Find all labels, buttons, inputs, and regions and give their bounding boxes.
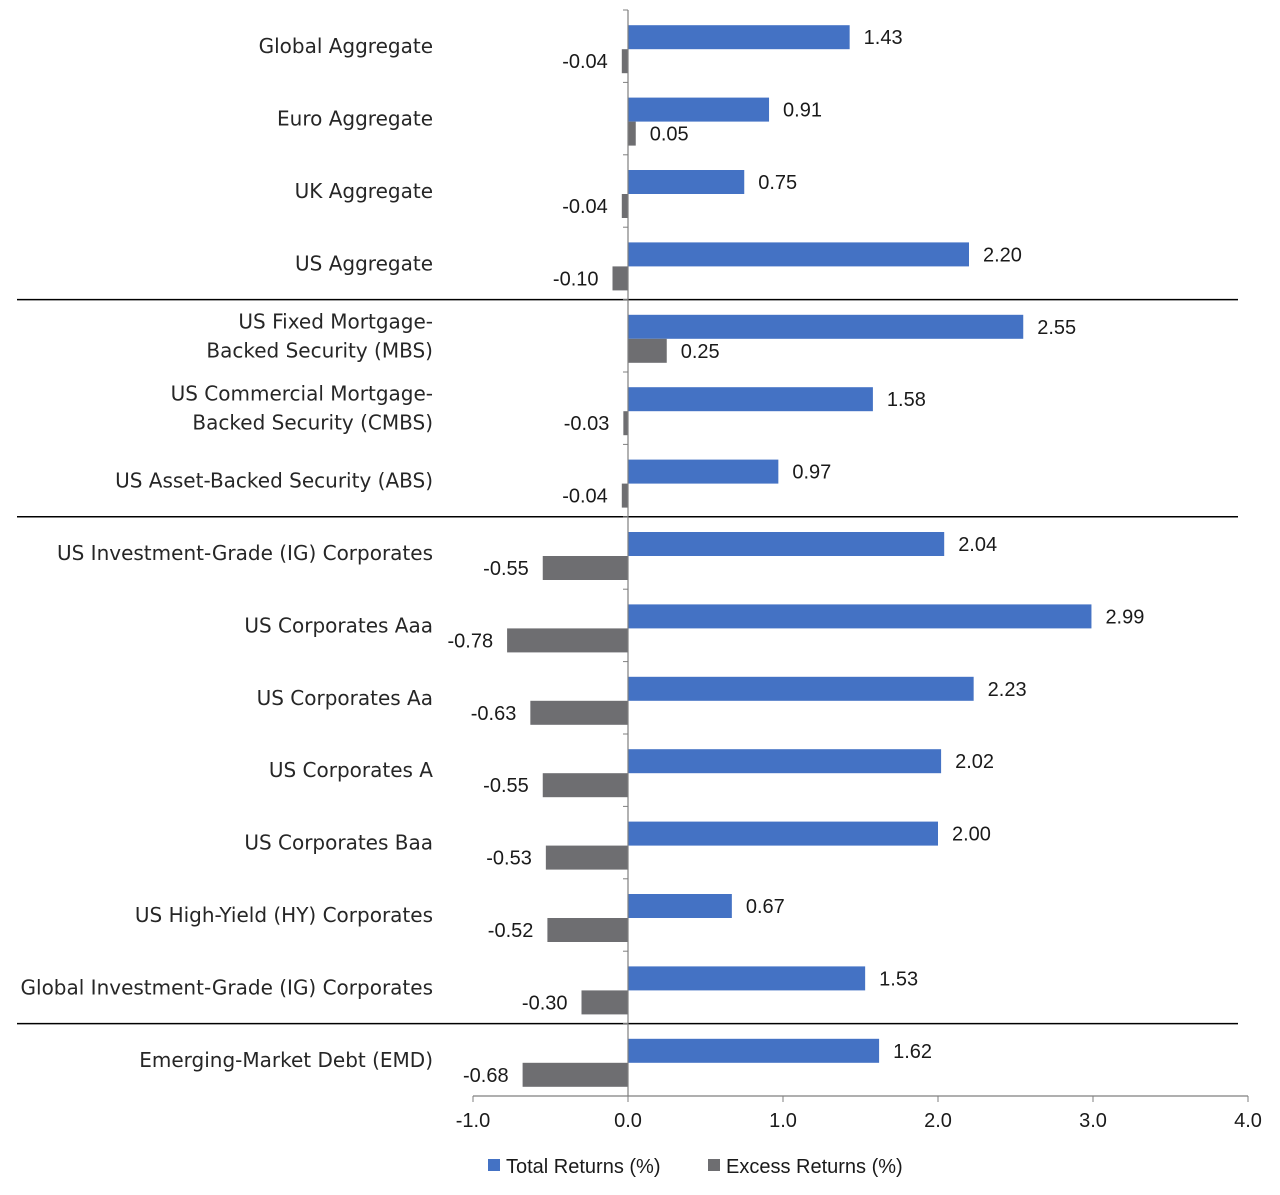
- excess-bar-1: [628, 121, 636, 146]
- total-value-label-4: 2.55: [1037, 317, 1076, 339]
- total-value-label-5: 1.58: [887, 389, 926, 411]
- excess-bar-11: [545, 845, 628, 870]
- excess-bar-8: [507, 628, 628, 653]
- total-bar-9: [628, 676, 974, 701]
- excess-value-label-6: -0.04: [562, 486, 608, 508]
- category-label-3: US Aggregate: [295, 251, 433, 275]
- excess-bar-9: [530, 700, 628, 725]
- total-bar-10: [628, 749, 942, 774]
- category-label-6: US Asset-Backed Security (ABS): [115, 469, 433, 493]
- excess-value-label-5: -0.03: [564, 413, 610, 435]
- excess-bar-10: [542, 773, 628, 798]
- total-value-label-2: 0.75: [758, 172, 797, 194]
- excess-value-label-7: -0.55: [483, 558, 529, 580]
- total-value-label-1: 0.91: [783, 100, 822, 122]
- excess-bar-2: [621, 194, 628, 218]
- total-bar-13: [628, 966, 866, 991]
- excess-bar-0: [621, 49, 628, 74]
- excess-bar-3: [612, 266, 628, 291]
- category-label-8: US Corporates Aaa: [244, 613, 433, 637]
- category-label-7: US Investment-Grade (IG) Corporates: [57, 541, 433, 565]
- total-value-label-12: 0.67: [746, 896, 785, 918]
- category-label-1: Euro Aggregate: [277, 107, 433, 131]
- category-label-2: UK Aggregate: [295, 179, 433, 203]
- excess-bar-13: [581, 990, 628, 1015]
- excess-value-label-8: -0.78: [448, 630, 494, 652]
- legend-swatch-1: [708, 1159, 720, 1171]
- legend-label-1: Excess Returns (%): [726, 1156, 903, 1178]
- x-tick-label-3: 2.0: [924, 1110, 952, 1132]
- category-label-5-line-1: Backed Security (CMBS): [192, 411, 433, 435]
- x-tick-label-0: -1.0: [456, 1110, 490, 1132]
- excess-bar-7: [542, 556, 628, 580]
- category-label-4-line-1: Backed Security (MBS): [206, 338, 433, 362]
- total-bar-8: [628, 604, 1092, 629]
- excess-value-label-0: -0.04: [562, 51, 608, 73]
- total-value-label-11: 2.00: [952, 824, 991, 846]
- total-bar-6: [628, 459, 779, 484]
- category-label-0: Global Aggregate: [259, 34, 433, 58]
- total-value-label-6: 0.97: [792, 462, 831, 484]
- excess-bar-14: [522, 1062, 628, 1087]
- excess-value-label-11: -0.53: [486, 848, 532, 870]
- excess-value-label-4: 0.25: [681, 341, 720, 363]
- category-label-13: Global Investment-Grade (IG) Corporates: [21, 975, 433, 999]
- excess-value-label-1: 0.05: [650, 124, 689, 146]
- x-tick-label-5: 4.0: [1234, 1110, 1262, 1132]
- excess-value-label-10: -0.55: [483, 775, 529, 797]
- category-label-5-line-0: US Commercial Mortgage-: [171, 382, 433, 406]
- category-label-14: Emerging-Market Debt (EMD): [139, 1048, 433, 1072]
- category-label-4-line-0: US Fixed Mortgage-: [238, 309, 433, 333]
- total-value-label-3: 2.20: [983, 244, 1022, 266]
- excess-value-label-2: -0.04: [562, 196, 608, 218]
- total-bar-7: [628, 532, 945, 556]
- category-label-12: US High-Yield (HY) Corporates: [135, 903, 433, 927]
- total-bar-1: [628, 97, 770, 122]
- excess-bar-4: [628, 338, 667, 363]
- excess-value-label-14: -0.68: [463, 1065, 509, 1087]
- total-bar-4: [628, 314, 1024, 339]
- total-value-label-10: 2.02: [955, 751, 994, 773]
- total-bar-11: [628, 821, 938, 846]
- total-bar-14: [628, 1038, 880, 1063]
- excess-value-label-13: -0.30: [522, 992, 568, 1014]
- legend-label-0: Total Returns (%): [506, 1156, 661, 1178]
- total-value-label-0: 1.43: [864, 27, 903, 49]
- total-value-label-8: 2.99: [1105, 606, 1144, 628]
- excess-value-label-9: -0.63: [471, 703, 517, 725]
- x-tick-label-2: 1.0: [769, 1110, 797, 1132]
- total-bar-0: [628, 25, 850, 50]
- x-tick-label-1: 0.0: [614, 1110, 642, 1132]
- category-label-11: US Corporates Baa: [244, 831, 433, 855]
- total-value-label-13: 1.53: [879, 968, 918, 990]
- excess-bar-12: [547, 918, 628, 942]
- excess-value-label-12: -0.52: [488, 920, 534, 942]
- total-value-label-9: 2.23: [988, 679, 1027, 701]
- total-value-label-7: 2.04: [958, 534, 997, 556]
- excess-value-label-3: -0.10: [553, 268, 599, 290]
- total-bar-2: [628, 170, 745, 194]
- legend-swatch-0: [488, 1159, 500, 1171]
- category-label-9: US Corporates Aa: [257, 686, 433, 710]
- total-bar-12: [628, 894, 732, 918]
- total-value-label-14: 1.62: [893, 1041, 932, 1063]
- total-bar-3: [628, 242, 969, 267]
- excess-bar-6: [621, 483, 628, 508]
- excess-bar-5: [623, 411, 628, 436]
- total-bar-5: [628, 387, 873, 412]
- x-tick-label-4: 3.0: [1079, 1110, 1107, 1132]
- category-label-10: US Corporates A: [269, 758, 433, 782]
